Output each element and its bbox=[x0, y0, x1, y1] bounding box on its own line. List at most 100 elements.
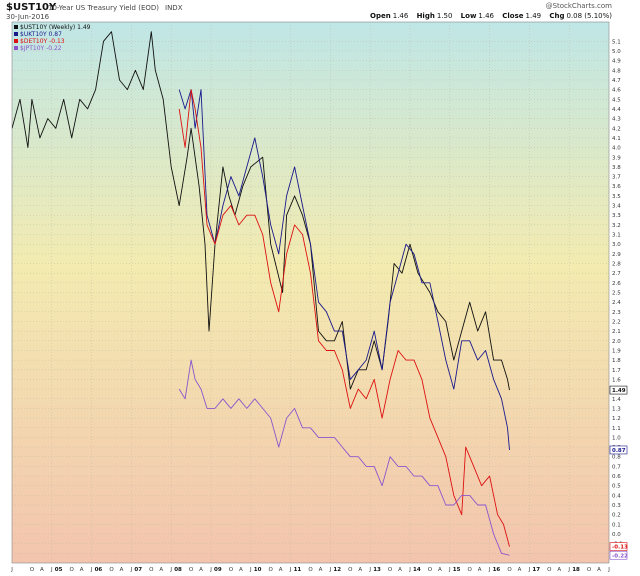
chart-date: 30-Jun-2016 bbox=[6, 13, 50, 21]
x-year-label: 14 bbox=[413, 567, 421, 573]
y-tick-label: 4.1 bbox=[612, 136, 621, 142]
y-tick-label: 1.8 bbox=[612, 358, 621, 364]
y-tick-label: 2.5 bbox=[612, 291, 621, 297]
x-month-label: O bbox=[388, 567, 393, 573]
y-tick-label: 0.8 bbox=[612, 455, 621, 461]
legend-swatch-det bbox=[14, 39, 18, 43]
x-month-label: O bbox=[468, 567, 473, 573]
y-tick-label: 4.4 bbox=[612, 107, 621, 113]
legend-swatch-jpt bbox=[14, 46, 18, 50]
x-month-label: J bbox=[448, 567, 451, 573]
x-month-label: J bbox=[289, 567, 292, 573]
y-tick-label: 2.0 bbox=[612, 339, 621, 345]
y-tick-label: 0.6 bbox=[612, 474, 621, 480]
end-label-text: 1.49 bbox=[612, 388, 626, 394]
end-labels: 1.49 0.87 -0.13 -0.22 bbox=[609, 385, 628, 560]
y-tick-label: 5.1 bbox=[612, 39, 621, 45]
high-label: High bbox=[417, 12, 435, 20]
x-month-label: A bbox=[478, 567, 482, 573]
x-year-label: 12 bbox=[333, 567, 341, 573]
x-month-label: A bbox=[199, 567, 203, 573]
chart-exchange: INDX bbox=[165, 4, 183, 12]
y-tick-label: 4.5 bbox=[612, 97, 621, 103]
y-tick-label: 0.0 bbox=[612, 532, 621, 538]
legend: $UST10Y (Weekly) 1.49 $UKT10Y 0.87 $DET1… bbox=[14, 24, 91, 52]
series-line-0 bbox=[12, 31, 510, 391]
x-month-label: J bbox=[408, 567, 411, 573]
end-label-text: -0.13 bbox=[612, 545, 628, 551]
x-month-label: J bbox=[90, 567, 93, 573]
low-value: 1.46 bbox=[478, 12, 494, 20]
x-month-label: A bbox=[438, 567, 442, 573]
x-month-label: A bbox=[518, 567, 522, 573]
x-year-label: 10 bbox=[254, 567, 262, 573]
end-label-box bbox=[609, 385, 628, 395]
high-value: 1.50 bbox=[437, 12, 453, 20]
series-line-2 bbox=[178, 89, 510, 547]
y-tick-label: 3.7 bbox=[612, 175, 621, 181]
y-tick-label: 1.4 bbox=[612, 397, 621, 403]
y-tick-label: 1.1 bbox=[612, 426, 621, 432]
y-tick-label: 3.9 bbox=[612, 155, 621, 161]
x-year-label: 17 bbox=[532, 567, 540, 573]
legend-item-jpt: $JPT10Y -0.22 bbox=[20, 45, 62, 52]
x-month-label: O bbox=[269, 567, 274, 573]
y-tick-label: 1.9 bbox=[612, 348, 621, 354]
y-tick-label: 4.7 bbox=[612, 78, 621, 84]
y-tick-label: 0.2 bbox=[612, 513, 621, 519]
y-tick-label: 1.6 bbox=[612, 377, 621, 383]
y-tick-label: 3.2 bbox=[612, 223, 621, 229]
end-label-box bbox=[609, 550, 628, 560]
x-month-label: O bbox=[587, 567, 592, 573]
x-month-label: O bbox=[149, 567, 154, 573]
x-month-label: O bbox=[308, 567, 313, 573]
legend-swatch-ukt bbox=[14, 32, 18, 36]
chg-value: 0.08 (5.10%) bbox=[566, 12, 612, 20]
y-tick-label: 4.3 bbox=[612, 117, 621, 123]
x-month-label: A bbox=[319, 567, 323, 573]
y-tick-label: 2.7 bbox=[612, 271, 621, 277]
y-tick-label: 0.5 bbox=[612, 484, 621, 490]
x-month-label: J bbox=[368, 567, 371, 573]
y-tick-label: 1.2 bbox=[612, 416, 621, 422]
series-line-1 bbox=[178, 89, 510, 451]
x-month-label: A bbox=[398, 567, 402, 573]
legend-item-det: $DET10Y -0.13 bbox=[20, 38, 65, 45]
x-month-label: J bbox=[488, 567, 491, 573]
x-year-label: 15 bbox=[453, 567, 461, 573]
low-label: Low bbox=[461, 12, 477, 20]
x-year-label: 09 bbox=[214, 567, 222, 573]
series-lines bbox=[12, 31, 510, 556]
x-month-label: O bbox=[70, 567, 75, 573]
x-month-label: O bbox=[189, 567, 194, 573]
x-month-label: A bbox=[159, 567, 163, 573]
x-month-label: A bbox=[279, 567, 283, 573]
end-label-box bbox=[609, 445, 628, 455]
chg-label: Chg bbox=[549, 12, 564, 20]
y-tick-label: 4.0 bbox=[612, 146, 621, 152]
x-month-label: A bbox=[120, 567, 124, 573]
y-tick-label: 3.5 bbox=[612, 194, 621, 200]
y-tick-label: 1.3 bbox=[612, 406, 621, 412]
series-line-3 bbox=[178, 359, 510, 556]
y-tick-label: 3.3 bbox=[612, 213, 621, 219]
y-tick-label: 1.7 bbox=[612, 368, 621, 374]
x-month-label: O bbox=[348, 567, 353, 573]
x-month-label: A bbox=[597, 567, 601, 573]
y-tick-label: 2.8 bbox=[612, 262, 621, 268]
close-label: Close bbox=[502, 12, 524, 20]
y-tick-label: 0.4 bbox=[612, 493, 621, 499]
open-label: Open bbox=[370, 12, 391, 20]
end-label-text: 0.87 bbox=[612, 448, 626, 454]
close-value: 1.49 bbox=[526, 12, 542, 20]
y-tick-label: 2.3 bbox=[612, 310, 621, 316]
y-tick-label: 5.0 bbox=[612, 49, 621, 55]
legend-item-ust: $UST10Y (Weekly) 1.49 bbox=[20, 24, 91, 31]
y-tick-label: 3.1 bbox=[612, 233, 621, 239]
x-month-label: A bbox=[80, 567, 84, 573]
x-month-label: J bbox=[209, 567, 212, 573]
x-year-label: 08 bbox=[174, 567, 182, 573]
y-tick-label: 4.2 bbox=[612, 126, 621, 132]
